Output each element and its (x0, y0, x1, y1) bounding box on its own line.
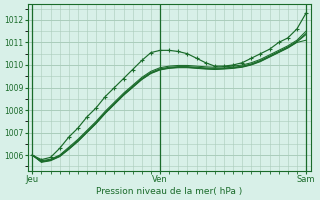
X-axis label: Pression niveau de la mer( hPa ): Pression niveau de la mer( hPa ) (96, 187, 242, 196)
